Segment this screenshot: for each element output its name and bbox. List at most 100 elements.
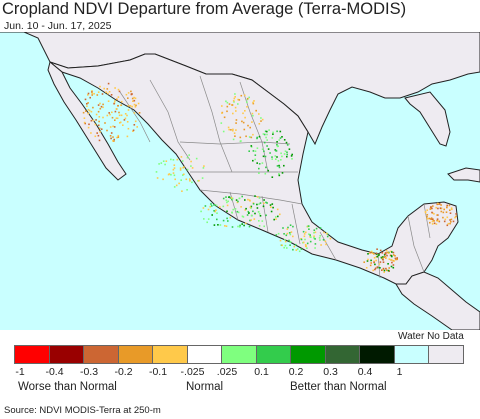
ndvi-pixel [116, 117, 119, 120]
ndvi-pixel [90, 132, 92, 134]
ndvi-pixel [273, 218, 275, 221]
ndvi-pixel [242, 216, 245, 218]
ndvi-pixel [215, 209, 217, 211]
ndvi-pixel [385, 249, 388, 252]
ndvi-pixel [215, 204, 218, 207]
ndvi-pixel [195, 157, 198, 160]
ndvi-pixel [275, 149, 277, 152]
ndvi-pixel [281, 155, 283, 158]
ndvi-pixel [276, 143, 278, 146]
ndvi-pixel [446, 216, 449, 219]
ndvi-pixel [174, 178, 176, 181]
ndvi-pixel [173, 164, 176, 166]
legend-swatch [48, 345, 84, 364]
ndvi-pixel [390, 254, 393, 257]
ndvi-pixel [291, 158, 293, 160]
ndvi-pixel [173, 174, 176, 177]
ndvi-pixel [382, 267, 385, 270]
ndvi-pixel [228, 103, 231, 105]
ndvi-pixel [261, 148, 264, 150]
ndvi-pixel [313, 229, 316, 231]
ndvi-pixel [209, 205, 211, 208]
ndvi-pixel [258, 135, 261, 138]
ndvi-pixel [256, 137, 258, 140]
ndvi-pixel [248, 225, 251, 228]
ndvi-pixel [267, 169, 269, 172]
ndvi-pixel [170, 173, 172, 176]
ndvi-pixel [263, 202, 265, 204]
ndvi-pixel [392, 254, 395, 256]
ndvi-pixel [213, 210, 215, 212]
ndvi-pixel [232, 208, 234, 211]
ndvi-pixel [125, 93, 128, 96]
ndvi-pixel [438, 203, 441, 205]
ndvi-pixel [276, 208, 279, 211]
ndvi-pixel [114, 87, 116, 89]
ndvi-pixel [227, 126, 230, 129]
ndvi-pixel [106, 114, 109, 117]
ndvi-pixel [365, 267, 368, 269]
legend-swatch [324, 345, 360, 364]
ndvi-pixel [234, 208, 237, 210]
ndvi-pixel [254, 150, 257, 152]
ndvi-pixel [176, 158, 179, 161]
ndvi-pixel [216, 212, 218, 214]
ndvi-pixel [249, 219, 251, 222]
ndvi-pixel [368, 252, 371, 254]
ndvi-pixel [376, 248, 378, 250]
ndvi-pixel [84, 98, 87, 101]
ndvi-pixel [386, 251, 389, 254]
ndvi-pixel [289, 224, 292, 226]
ndvi-pixel [266, 202, 268, 204]
ndvi-pixel [91, 90, 93, 92]
legend-tick-label: 0.2 [288, 366, 304, 378]
ndvi-pixel [204, 205, 207, 207]
ndvi-pixel [172, 172, 175, 174]
legend-normal-label: Normal [186, 381, 224, 393]
ndvi-pixel [201, 177, 204, 179]
ndvi-pixel [445, 211, 448, 213]
ndvi-pixel [291, 153, 293, 156]
ndvi-pixel [231, 104, 234, 106]
ndvi-pixel [232, 129, 234, 132]
ndvi-pixel [276, 165, 279, 167]
ndvi-pixel [385, 252, 387, 254]
legend-swatch [117, 345, 153, 364]
ndvi-pixel [244, 199, 246, 201]
ndvi-pixel [133, 124, 136, 126]
ndvi-pixel [233, 132, 236, 134]
ndvi-pixel [239, 226, 241, 228]
legend-tick-label: 0.3 [323, 366, 338, 378]
ndvi-pixel [271, 203, 274, 205]
ndvi-pixel [236, 210, 239, 213]
ndvi-pixel [282, 227, 284, 229]
ndvi-pixel [238, 99, 241, 101]
ndvi-pixel [222, 219, 225, 222]
ndvi-pixel [87, 126, 90, 129]
ndvi-pixel [286, 228, 289, 230]
ndvi-pixel [107, 100, 110, 102]
ndvi-pixel [309, 240, 312, 243]
ndvi-pixel [376, 255, 379, 258]
ndvi-pixel [310, 236, 312, 238]
ndvi-pixel [96, 132, 98, 134]
source-note: Source: NDVI MODIS-Terra at 250-m [4, 405, 161, 416]
ndvi-pixel [263, 141, 266, 144]
ndvi-pixel [107, 92, 109, 95]
ndvi-pixel [183, 166, 185, 168]
ndvi-pixel [250, 214, 253, 217]
ndvi-pixel [207, 218, 210, 220]
ndvi-pixel [289, 233, 292, 236]
ndvi-pixel [231, 198, 233, 201]
ndvi-pixel [86, 103, 88, 105]
ndvi-pixel [222, 197, 225, 200]
ndvi-pixel [117, 88, 120, 91]
ndvi-pixel [306, 247, 308, 249]
ndvi-pixel [286, 232, 289, 235]
legend-nodata-label: Water No Data [398, 331, 464, 342]
ndvi-pixel [369, 264, 372, 267]
ndvi-pixel [290, 231, 293, 233]
ndvi-pixel [283, 233, 285, 235]
ndvi-pixel [281, 244, 283, 247]
ndvi-pixel [246, 97, 249, 100]
